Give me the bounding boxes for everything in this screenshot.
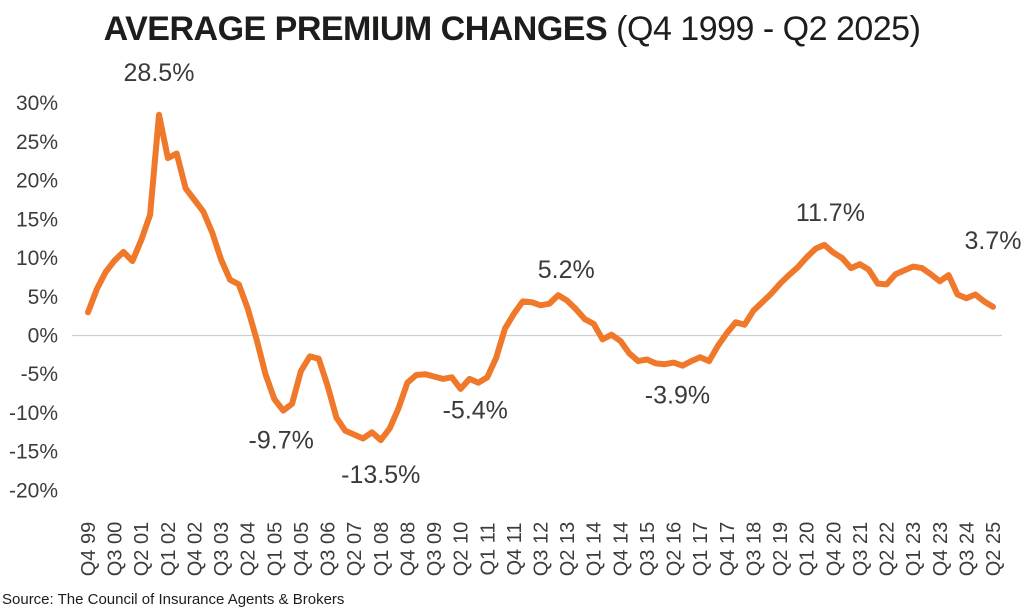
annotation-label: -9.7% <box>249 427 314 455</box>
x-axis-label: Q2 07 <box>344 522 366 576</box>
x-axis-label: Q4 08 <box>397 522 419 576</box>
premium-change-line <box>85 111 996 444</box>
y-axis-label: 0% <box>28 325 58 348</box>
x-axis-label: Q3 15 <box>637 522 659 576</box>
annotation-label: 28.5% <box>124 59 195 87</box>
x-axis-label: Q4 99 <box>78 522 100 576</box>
x-axis-label: Q2 22 <box>877 522 899 576</box>
x-axis-label: Q4 23 <box>930 522 952 576</box>
x-axis-label: Q2 10 <box>451 522 473 576</box>
x-axis-label: Q2 01 <box>131 522 153 576</box>
x-axis-label: Q2 13 <box>557 522 579 576</box>
x-axis-label: Q4 11 <box>504 523 526 576</box>
x-axis-label: Q1 23 <box>903 522 925 576</box>
x-axis-label: Q1 11 <box>477 523 499 576</box>
x-axis-label: Q4 17 <box>717 522 739 576</box>
y-axis-label: -20% <box>9 479 58 502</box>
source-note: Source: The Council of Insurance Agents … <box>2 591 345 608</box>
x-axis-label: Q4 20 <box>823 522 845 576</box>
x-axis-label: Q3 06 <box>318 522 340 576</box>
x-axis-label: Q3 09 <box>424 522 446 576</box>
x-axis-label: Q1 02 <box>158 522 180 576</box>
y-axis-label: 20% <box>16 170 58 193</box>
annotation-label: 11.7% <box>796 199 865 227</box>
annotation-label: -13.5% <box>341 461 420 489</box>
x-axis-label: Q2 04 <box>238 522 260 576</box>
y-axis-label: 25% <box>16 131 58 154</box>
x-axis-label: Q4 02 <box>184 522 206 576</box>
x-axis-label: Q3 03 <box>211 522 233 576</box>
chart-title: AVERAGE PREMIUM CHANGES (Q4 1999 - Q2 202… <box>0 10 1024 49</box>
x-axis-label: Q2 25 <box>983 522 1005 576</box>
annotation-label: -5.4% <box>443 396 508 424</box>
x-axis-label: Q4 05 <box>291 522 313 576</box>
y-axis-label: 5% <box>28 286 58 309</box>
x-axis-label: Q2 19 <box>770 522 792 576</box>
y-axis-label: -15% <box>9 441 58 464</box>
x-axis-label: Q3 18 <box>743 522 765 576</box>
x-axis-label: Q2 16 <box>664 522 686 576</box>
annotation-label: 3.7% <box>965 227 1022 255</box>
annotation-label: -3.9% <box>645 382 710 410</box>
x-axis-label: Q1 14 <box>584 522 606 576</box>
x-axis-label: Q1 20 <box>797 522 819 576</box>
y-axis-label: -10% <box>9 402 58 425</box>
chart-title-range: (Q4 1999 - Q2 2025) <box>616 10 921 48</box>
chart-title-main: AVERAGE PREMIUM CHANGES <box>103 10 608 48</box>
x-axis-label: Q3 00 <box>105 522 127 576</box>
x-axis-label: Q1 17 <box>690 522 712 576</box>
x-axis-label: Q3 21 <box>850 522 872 576</box>
x-axis-label: Q1 05 <box>264 522 286 576</box>
x-axis-label: Q4 14 <box>610 522 632 576</box>
annotation-label: 5.2% <box>538 256 595 284</box>
x-axis-label: Q1 08 <box>371 522 393 576</box>
y-axis-label: 15% <box>16 208 58 231</box>
x-axis-label: Q3 12 <box>531 522 553 576</box>
y-axis-label: -5% <box>21 363 58 386</box>
x-axis-label: Q3 24 <box>956 522 978 576</box>
y-axis-label: 10% <box>16 247 58 270</box>
y-axis-label: 30% <box>16 92 58 115</box>
